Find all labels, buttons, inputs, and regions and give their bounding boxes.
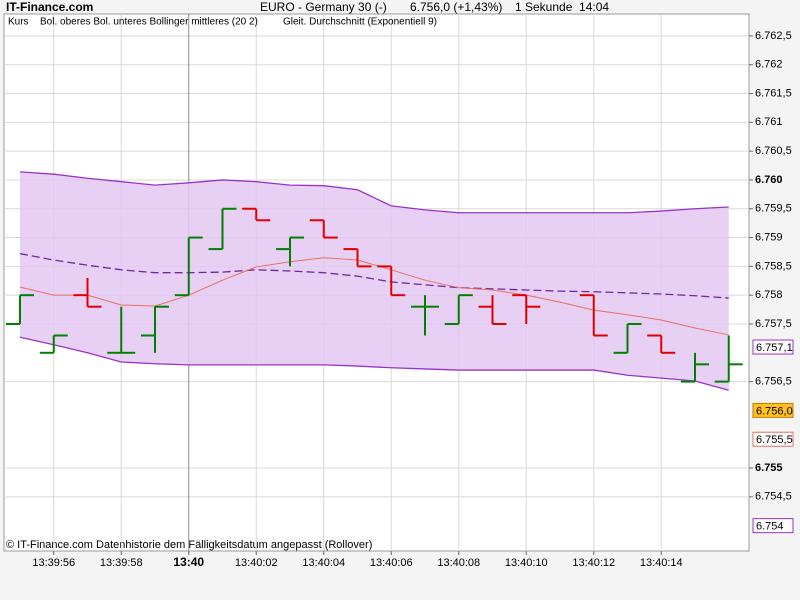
x-tick-label: 13:40:02 bbox=[235, 557, 278, 569]
y-tick-label: 6.758,5 bbox=[755, 260, 792, 272]
price-marker bbox=[752, 431, 794, 447]
y-tick-label: 6.762,5 bbox=[755, 30, 792, 42]
x-tick-label: 13:40:06 bbox=[370, 557, 413, 569]
price-marker-label: 6.756,0 bbox=[756, 405, 793, 417]
price-marker bbox=[752, 339, 794, 355]
x-tick-label: 13:40 bbox=[173, 555, 204, 569]
y-tick-label: 6.759 bbox=[755, 231, 783, 243]
brand: IT-Finance.com bbox=[6, 0, 93, 14]
x-tick-label: 13:40:04 bbox=[302, 557, 345, 569]
x-tick-label: 13:40:12 bbox=[572, 557, 615, 569]
plot-layer bbox=[4, 14, 749, 551]
y-tick-label: 6.755 bbox=[755, 462, 783, 474]
price-marker-label: 6.757,1 bbox=[756, 342, 793, 354]
bollinger-band bbox=[20, 171, 729, 391]
price-marker-label: 6.755,5 bbox=[756, 434, 793, 446]
y-tick-label: 6.754,5 bbox=[755, 491, 792, 503]
bollinger-lower bbox=[19, 336, 729, 391]
quote: 6.756,0 (+1,43%) bbox=[410, 0, 502, 14]
x-tick-label: 13:39:58 bbox=[100, 557, 143, 569]
price-marker-label: 6.754 bbox=[756, 521, 784, 533]
chart-title: EURO - Germany 30 (-) bbox=[260, 0, 387, 14]
y-tick-label: 6.760,5 bbox=[755, 145, 792, 157]
bollinger-middle bbox=[19, 253, 729, 299]
price-marker bbox=[752, 518, 794, 534]
interval: 1 Sekunde 14:04 bbox=[515, 0, 609, 14]
ema-line bbox=[19, 257, 729, 336]
y-tick-label: 6.757,5 bbox=[755, 318, 792, 330]
x-tick-label: 13:40:08 bbox=[437, 557, 480, 569]
y-tick-label: 6.760 bbox=[755, 174, 783, 186]
y-tick-label: 6.761 bbox=[755, 116, 783, 128]
x-tick-label: 13:39:56 bbox=[32, 557, 75, 569]
x-tick-label: 13:40:10 bbox=[505, 557, 548, 569]
x-tick-label: 13:40:14 bbox=[640, 557, 683, 569]
y-tick-label: 6.756,5 bbox=[755, 376, 792, 388]
y-tick-label: 6.759,5 bbox=[755, 203, 792, 215]
legend-entry: Bol. oberes Bol. unteres Bollinger mittl… bbox=[40, 17, 258, 28]
y-tick-label: 6.761,5 bbox=[755, 87, 792, 99]
bollinger-upper bbox=[19, 171, 729, 214]
y-tick-label: 6.758 bbox=[755, 289, 783, 301]
legend-entry: Gleit. Durchschnitt (Exponentiell 9) bbox=[283, 17, 437, 28]
price-marker bbox=[752, 402, 794, 418]
legend-entry: Kurs bbox=[8, 17, 29, 28]
y-tick-label: 6.762 bbox=[755, 59, 783, 71]
